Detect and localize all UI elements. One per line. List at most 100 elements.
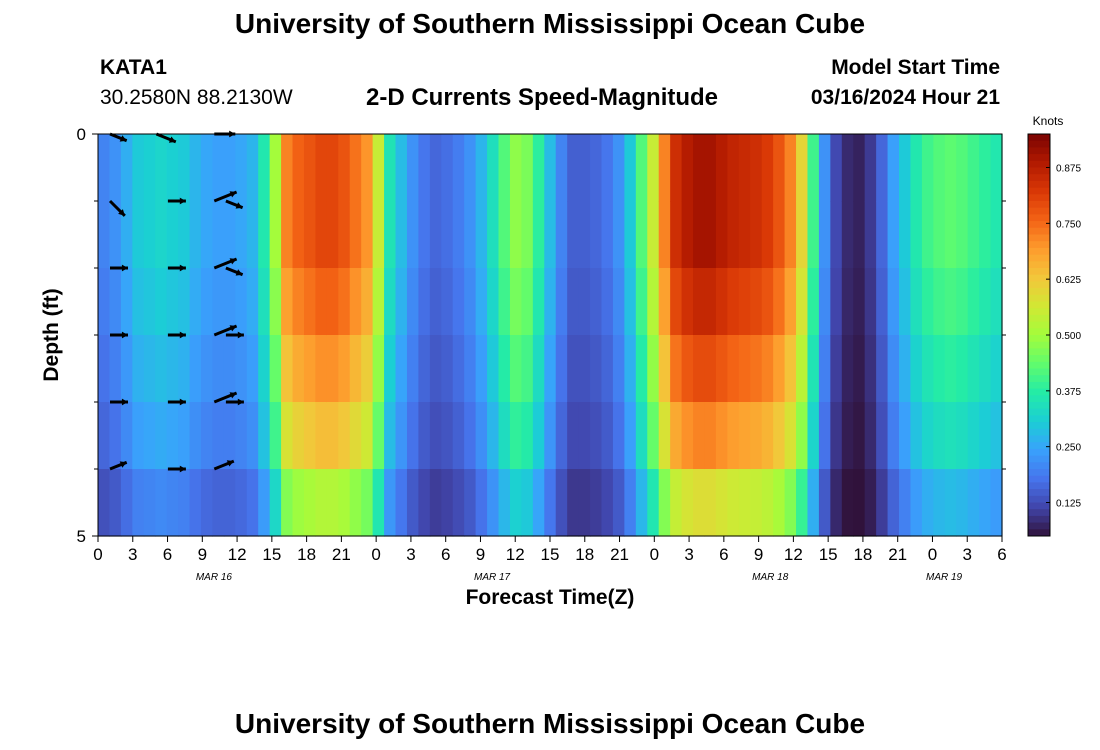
heatmap-cell <box>223 134 236 202</box>
heatmap-cell <box>132 402 145 470</box>
colorbar-segment <box>1028 495 1050 503</box>
heatmap-cell <box>258 469 271 537</box>
heatmap-cell <box>750 335 763 403</box>
heatmap-cell <box>727 201 740 269</box>
heatmap-cell <box>429 402 442 470</box>
heatmap-cell <box>521 134 534 202</box>
heatmap-cell <box>555 201 568 269</box>
date-labels: MAR 16 MAR 17 MAR 18 MAR 19 <box>196 572 963 583</box>
heatmap-cell <box>944 268 957 336</box>
x-tick-label: 15 <box>541 545 560 564</box>
heatmap-cell <box>761 469 774 537</box>
heatmap-cell <box>612 469 625 537</box>
heatmap-cell <box>670 469 683 537</box>
heatmap-cell <box>715 469 728 537</box>
heatmap-cell <box>796 335 809 403</box>
heatmap-cell <box>498 268 511 336</box>
heatmap-cell <box>544 469 557 537</box>
heatmap-cell <box>166 402 179 470</box>
heatmap-cell <box>349 201 362 269</box>
heatmap-cell <box>521 201 534 269</box>
heatmap-cell <box>269 469 282 537</box>
heatmap-cell <box>807 201 820 269</box>
heatmap-cell <box>715 134 728 202</box>
heatmap-cell <box>681 268 694 336</box>
heatmap-cell <box>956 134 969 202</box>
heatmap-cell <box>727 134 740 202</box>
heatmap-cell <box>910 469 923 537</box>
heatmap-cell <box>658 402 671 470</box>
heatmap-cell <box>109 268 122 336</box>
y-axis-label: Depth (ft) <box>40 288 63 381</box>
colorbar-label: Knots <box>1033 114 1064 128</box>
heatmap-cell <box>590 469 603 537</box>
heatmap-cell <box>326 469 339 537</box>
heatmap-cell <box>830 335 843 403</box>
heatmap-cell <box>590 201 603 269</box>
heatmap-cell <box>109 201 122 269</box>
heatmap-cell <box>384 134 397 202</box>
heatmap-cell <box>120 402 133 470</box>
heatmap-cell <box>189 402 202 470</box>
heatmap-cell <box>303 335 317 403</box>
heatmap-cell <box>258 402 271 470</box>
current-vector <box>109 132 128 143</box>
heatmap-cell <box>876 268 889 336</box>
colorbar-segment <box>1028 308 1050 316</box>
heatmap-cell <box>418 402 431 470</box>
heatmap-cell <box>864 469 877 537</box>
heatmap-cell <box>750 402 763 470</box>
heatmap-cell <box>269 268 282 336</box>
heatmap-cell <box>818 402 831 470</box>
current-vector <box>108 199 126 217</box>
heatmap-cell <box>395 268 408 336</box>
heatmap-cell <box>704 469 717 537</box>
colorbar-segment <box>1028 328 1050 336</box>
heatmap-cell <box>178 402 191 470</box>
colorbar-segment <box>1028 274 1050 282</box>
heatmap-cell <box>658 201 671 269</box>
heatmap-cell <box>887 201 900 269</box>
heatmap-cell <box>464 402 477 470</box>
heatmap-cell <box>246 469 259 537</box>
heatmap-cell <box>944 134 957 202</box>
heatmap-cell <box>693 268 706 336</box>
heatmap-cell <box>281 268 294 336</box>
heatmap-cell <box>807 268 820 336</box>
heatmap-cell <box>784 201 797 269</box>
heatmap-cell <box>200 201 214 269</box>
heatmap-cell <box>441 335 454 403</box>
heatmap-cell <box>212 201 225 269</box>
heatmap-cell <box>143 469 156 537</box>
heatmap-cell <box>475 402 488 470</box>
heatmap-cell <box>269 201 282 269</box>
heatmap-cell <box>200 134 214 202</box>
heatmap-cell <box>601 268 614 336</box>
heatmap-cell <box>624 402 637 470</box>
heatmap-cell <box>899 402 912 470</box>
heatmap-cell <box>979 402 992 470</box>
heatmap-cell <box>967 268 980 336</box>
heatmap-cell <box>429 335 442 403</box>
heatmap-cell <box>315 268 328 336</box>
heatmap-cell <box>670 201 683 269</box>
heatmap-cell <box>223 268 236 336</box>
station-id: KATA1 <box>100 56 167 79</box>
heatmap-cell <box>612 134 625 202</box>
heatmap-cell <box>315 335 328 403</box>
heatmap-cell <box>670 268 683 336</box>
colorbar-segment <box>1028 355 1050 363</box>
colorbar-segment <box>1028 335 1050 343</box>
heatmap-cell <box>841 268 854 336</box>
heatmap-cell <box>223 402 236 470</box>
x-tick-label: 6 <box>997 545 1006 564</box>
page-title: University of Southern Mississippi Ocean… <box>234 8 866 39</box>
heatmap-cell <box>155 469 168 537</box>
heatmap-cell <box>384 469 397 537</box>
colorbar-segment <box>1028 515 1050 524</box>
heatmap-cell <box>727 335 740 403</box>
heatmap-cell <box>715 402 728 470</box>
heatmap-cell <box>876 469 889 537</box>
current-vector <box>225 398 244 406</box>
model-start-value: 03/16/2024 Hour 21 <box>810 86 1000 109</box>
